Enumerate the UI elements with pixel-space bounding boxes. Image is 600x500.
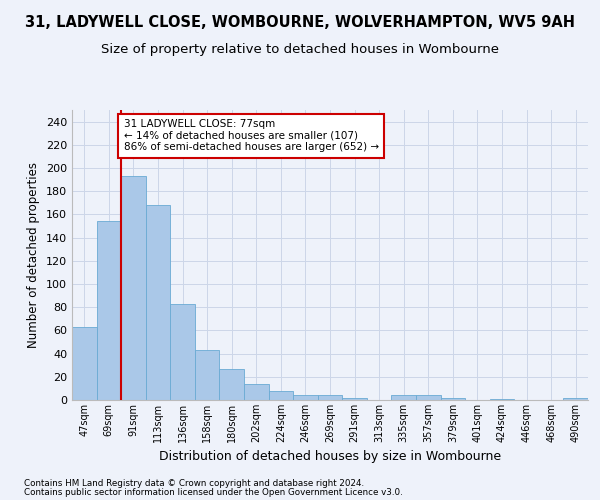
- X-axis label: Distribution of detached houses by size in Wombourne: Distribution of detached houses by size …: [159, 450, 501, 464]
- Text: Contains HM Land Registry data © Crown copyright and database right 2024.: Contains HM Land Registry data © Crown c…: [24, 478, 364, 488]
- Bar: [195, 350, 220, 400]
- Bar: [121, 176, 146, 400]
- Y-axis label: Number of detached properties: Number of detached properties: [28, 162, 40, 348]
- Bar: [220, 368, 244, 400]
- Bar: [490, 399, 514, 400]
- Text: 31, LADYWELL CLOSE, WOMBOURNE, WOLVERHAMPTON, WV5 9AH: 31, LADYWELL CLOSE, WOMBOURNE, WOLVERHAM…: [25, 15, 575, 30]
- Bar: [72, 327, 97, 400]
- Bar: [170, 304, 195, 400]
- Bar: [97, 222, 121, 400]
- Bar: [318, 396, 342, 400]
- Bar: [244, 384, 269, 400]
- Text: Size of property relative to detached houses in Wombourne: Size of property relative to detached ho…: [101, 42, 499, 56]
- Bar: [146, 205, 170, 400]
- Bar: [391, 396, 416, 400]
- Text: Contains public sector information licensed under the Open Government Licence v3: Contains public sector information licen…: [24, 488, 403, 497]
- Bar: [293, 396, 318, 400]
- Text: 31 LADYWELL CLOSE: 77sqm
← 14% of detached houses are smaller (107)
86% of semi-: 31 LADYWELL CLOSE: 77sqm ← 14% of detach…: [124, 120, 379, 152]
- Bar: [440, 398, 465, 400]
- Bar: [269, 390, 293, 400]
- Bar: [416, 396, 440, 400]
- Bar: [342, 398, 367, 400]
- Bar: [563, 398, 588, 400]
